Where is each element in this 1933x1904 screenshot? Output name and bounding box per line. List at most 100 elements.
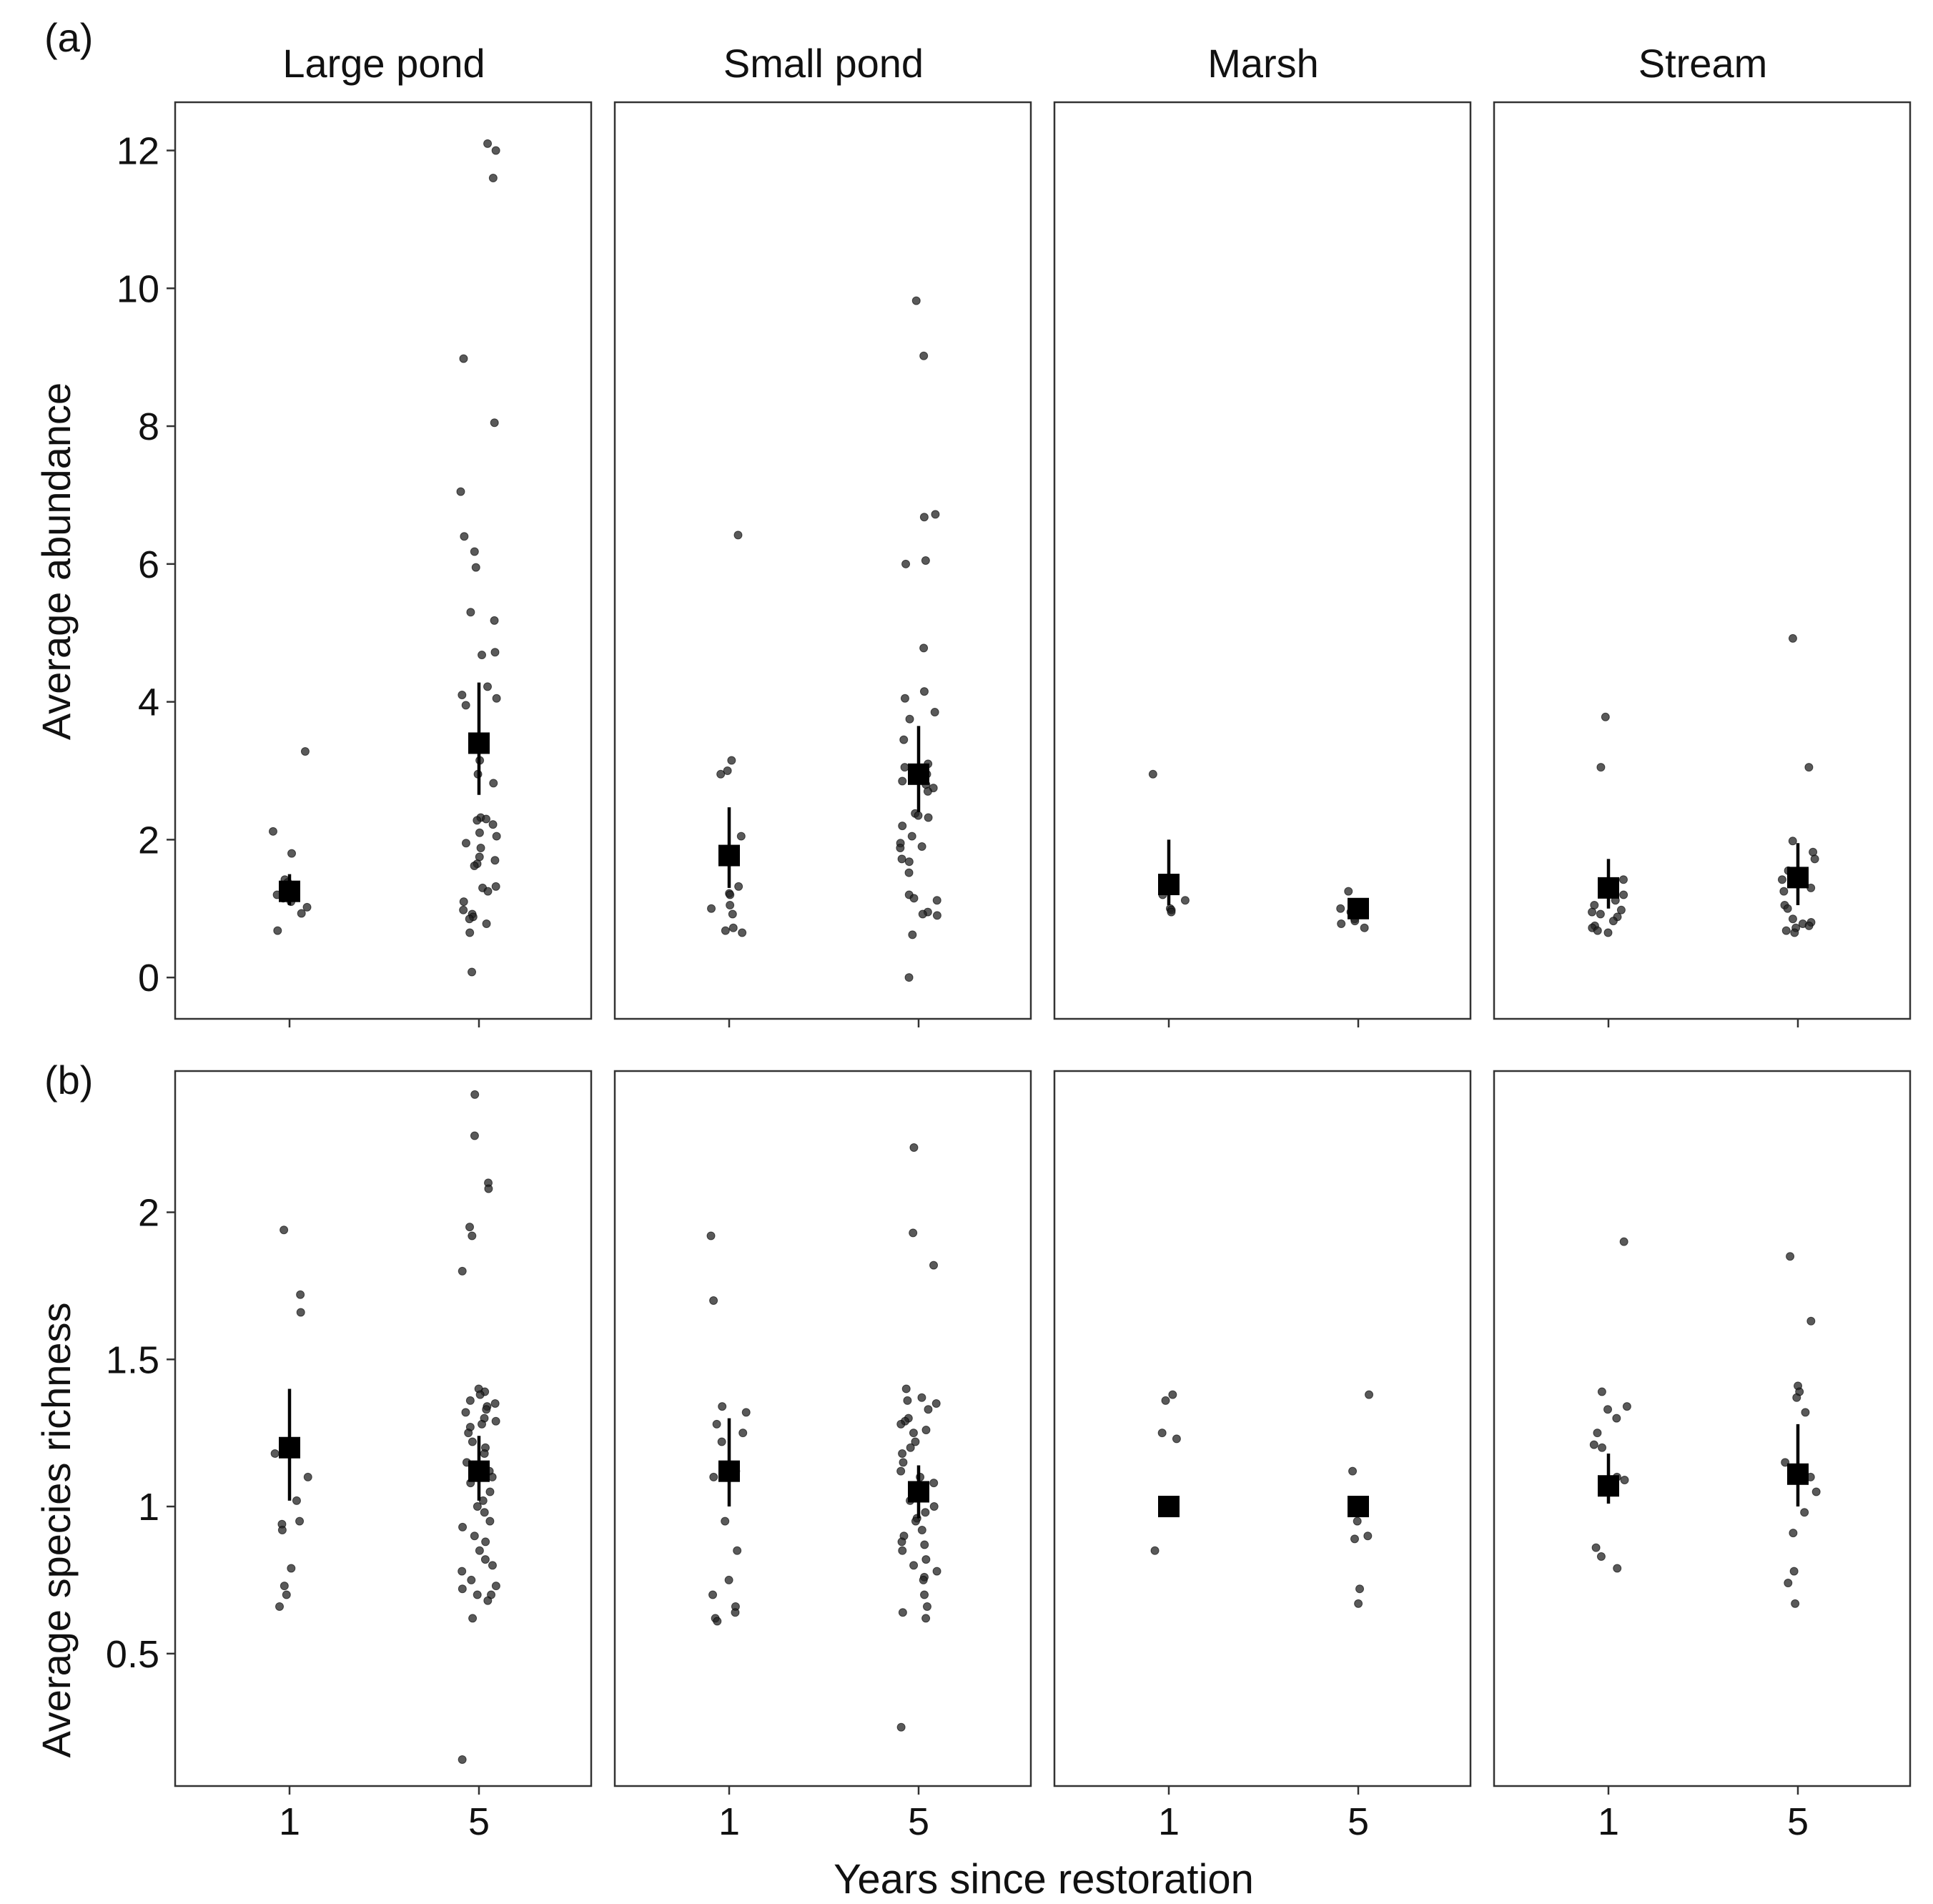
data-point [712, 1419, 721, 1429]
x-tick-label: 1 [718, 1800, 740, 1843]
data-point [491, 882, 500, 891]
y-tick-label: 4 [138, 681, 159, 724]
data-point [268, 827, 277, 836]
data-point [908, 930, 917, 939]
data-point [491, 1582, 500, 1591]
data-point [930, 708, 939, 717]
data-point [475, 1546, 484, 1555]
data-point [275, 1602, 285, 1611]
data-point [733, 531, 743, 540]
data-point [901, 1384, 911, 1394]
data-point [1355, 1584, 1365, 1594]
x-tick-label: 5 [908, 1800, 929, 1843]
data-point [1597, 1387, 1606, 1396]
data-point [918, 909, 927, 919]
mean-marker [1348, 1496, 1369, 1518]
data-point [280, 1582, 289, 1591]
data-point [478, 1419, 487, 1429]
data-point [485, 1487, 495, 1496]
data-point [459, 897, 468, 907]
data-point [287, 1564, 296, 1573]
data-point [481, 1537, 490, 1547]
data-point [1353, 1516, 1362, 1526]
data-point [482, 814, 491, 824]
data-point [728, 909, 737, 919]
data-point [1792, 1393, 1801, 1402]
data-point [1589, 1440, 1598, 1449]
data-point [1588, 907, 1597, 917]
data-point [922, 1602, 931, 1611]
data-point [919, 513, 929, 522]
data-point [724, 1575, 733, 1584]
data-point [1804, 921, 1814, 930]
data-point [1619, 890, 1628, 899]
data-point [741, 1408, 751, 1417]
mean-marker [1787, 1463, 1809, 1485]
data-point [461, 701, 470, 710]
data-point [1790, 928, 1799, 937]
data-point [458, 1522, 468, 1531]
data-point [919, 351, 929, 360]
data-point [465, 1396, 475, 1405]
data-point [470, 547, 479, 556]
data-point [490, 418, 499, 428]
data-point [1811, 1487, 1821, 1496]
data-point [461, 839, 470, 848]
panel-label-a: (a) [44, 15, 93, 60]
x-tick-label: 5 [1348, 1800, 1369, 1843]
data-point [717, 1437, 726, 1446]
data-point [1781, 1458, 1790, 1467]
y-tick-label: 1 [138, 1486, 159, 1529]
data-point [1619, 1237, 1628, 1246]
data-point [465, 1223, 475, 1232]
data-point [1806, 1316, 1816, 1326]
data-point [923, 786, 932, 796]
data-point [1596, 763, 1606, 772]
data-point [490, 856, 500, 865]
data-point [468, 967, 477, 977]
data-point [1784, 1579, 1793, 1588]
data-point [1593, 926, 1602, 935]
y-tick-label: 1.5 [106, 1338, 159, 1381]
richness-row: 0.511.521 5 1 5 1 5 1 5 [106, 1070, 1912, 1843]
data-point [921, 556, 930, 565]
data-point [921, 1555, 931, 1564]
abundance-row: 0 2 4 6 8 10 12 [117, 101, 1912, 1027]
data-point [1777, 875, 1786, 884]
data-point [1150, 1546, 1160, 1555]
data-point [917, 1525, 926, 1534]
data-point [903, 1396, 912, 1405]
mean-marker [468, 732, 490, 754]
data-point [468, 1614, 478, 1623]
data-point [929, 1261, 939, 1270]
data-point [470, 862, 479, 871]
data-point [473, 816, 482, 825]
data-point [897, 1537, 906, 1547]
data-point [466, 608, 475, 617]
data-point [470, 1131, 479, 1140]
data-point [1596, 909, 1605, 919]
data-point [1800, 1508, 1809, 1517]
panel-frame [1493, 101, 1912, 1020]
data-point [721, 926, 730, 935]
data-point [1789, 1567, 1799, 1576]
x-tick-label: 5 [1787, 1800, 1809, 1843]
data-point [932, 896, 941, 905]
data-point [905, 714, 914, 724]
data-point [1783, 904, 1792, 913]
data-point [302, 902, 312, 912]
data-point [921, 1508, 930, 1517]
data-point [904, 868, 914, 877]
facet-label-large-pond: Large pond [282, 41, 485, 86]
data-point [485, 1516, 495, 1526]
data-point [920, 1540, 929, 1549]
data-point [489, 779, 498, 788]
data-point [490, 1399, 500, 1409]
mean-marker [1158, 1496, 1180, 1518]
data-point [906, 1443, 915, 1452]
y-tick-label: 10 [117, 267, 159, 310]
data-point [909, 1429, 918, 1438]
